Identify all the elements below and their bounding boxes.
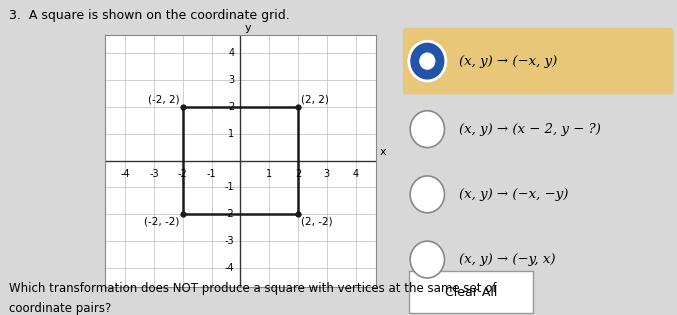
Circle shape xyxy=(410,241,445,278)
Text: 3: 3 xyxy=(228,75,234,85)
Text: Which transformation does NOT produce a square with vertices at the same set of: Which transformation does NOT produce a … xyxy=(9,282,496,295)
Circle shape xyxy=(410,176,445,213)
Text: -3: -3 xyxy=(225,236,234,246)
Text: 2: 2 xyxy=(228,102,234,112)
Text: 4: 4 xyxy=(353,169,359,179)
Text: (-2, 2): (-2, 2) xyxy=(148,94,180,104)
Text: (2, -2): (2, -2) xyxy=(301,217,332,227)
Text: -1: -1 xyxy=(206,169,217,179)
Text: -4: -4 xyxy=(121,169,130,179)
Text: -1: -1 xyxy=(225,182,234,192)
Text: 3.  A square is shown on the coordinate grid.: 3. A square is shown on the coordinate g… xyxy=(9,9,290,22)
Text: (2, 2): (2, 2) xyxy=(301,94,329,104)
FancyBboxPatch shape xyxy=(403,29,673,94)
Text: (x, y) → (−x, −y): (x, y) → (−x, −y) xyxy=(459,188,569,201)
Circle shape xyxy=(410,111,445,147)
Text: -2: -2 xyxy=(178,169,188,179)
Text: x: x xyxy=(380,146,387,157)
Text: 1: 1 xyxy=(228,129,234,139)
Text: -3: -3 xyxy=(149,169,158,179)
Text: -4: -4 xyxy=(225,263,234,273)
Text: 4: 4 xyxy=(228,49,234,58)
Text: 1: 1 xyxy=(266,169,272,179)
Text: (-2, -2): (-2, -2) xyxy=(144,217,180,227)
Text: 3: 3 xyxy=(324,169,330,179)
Text: (x, y) → (x − 2, y − ?): (x, y) → (x − 2, y − ?) xyxy=(459,123,601,136)
Text: coordinate pairs?: coordinate pairs? xyxy=(9,302,111,315)
Circle shape xyxy=(409,41,446,81)
Text: -2: -2 xyxy=(225,209,234,219)
Text: y: y xyxy=(244,23,251,33)
Circle shape xyxy=(420,53,435,69)
Text: (x, y) → (−x, y): (x, y) → (−x, y) xyxy=(459,54,557,68)
FancyBboxPatch shape xyxy=(409,271,533,313)
Text: 2: 2 xyxy=(294,169,301,179)
Text: (x, y) → (−y, x): (x, y) → (−y, x) xyxy=(459,253,556,266)
Text: Clear All: Clear All xyxy=(445,286,497,299)
